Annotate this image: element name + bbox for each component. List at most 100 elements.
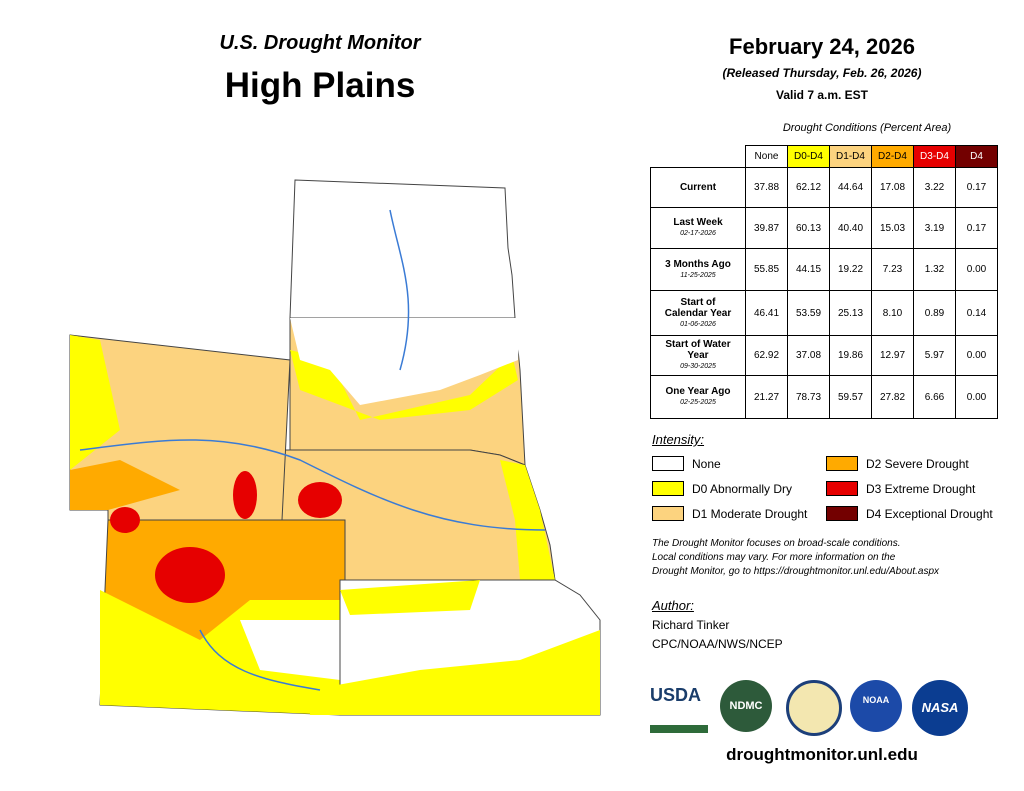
- row-label-text: Current: [679, 182, 717, 193]
- cell: 60.13: [787, 207, 830, 249]
- map: [69, 179, 601, 716]
- legend-label: D2 Severe Drought: [866, 456, 969, 471]
- valid: Valid 7 a.m. EST: [775, 88, 869, 102]
- cell: 17.08: [871, 167, 914, 208]
- table-row: Start of Water Year 09-30-2025 62.92 37.08 1…: [650, 335, 998, 376]
- table-caption: Drought Conditions (Percent Area): [782, 122, 952, 134]
- cell: 5.97: [913, 335, 956, 376]
- ne-d0: [500, 460, 555, 580]
- wy-d0: [70, 335, 120, 470]
- row-label: 3 Months Ago 11-25-2025: [650, 248, 746, 291]
- table-row: Last Week 02-17-2026 39.87 60.13 40.40 15.03 3…: [650, 207, 998, 249]
- cell: 0.89: [913, 290, 956, 336]
- north-dakota: [289, 179, 516, 319]
- cell: 8.10: [871, 290, 914, 336]
- cell: 25.13: [829, 290, 872, 336]
- commerce-seal: [786, 680, 842, 736]
- column-header: D3-D4: [913, 145, 956, 168]
- legend-swatch: [826, 456, 858, 471]
- cell: 59.57: [829, 375, 872, 419]
- legend-label: D0 Abnormally Dry: [692, 481, 793, 496]
- column-header: None: [745, 145, 788, 168]
- cell: 15.03: [871, 207, 914, 249]
- legend-item: D1 Moderate Drought: [652, 506, 807, 521]
- co-none: [240, 620, 340, 680]
- corner: [651, 146, 746, 168]
- legend-item: D0 Abnormally Dry: [652, 481, 792, 496]
- legend-item: D2 Severe Drought: [826, 456, 969, 471]
- cell: 37.08: [787, 335, 830, 376]
- legend-swatch: [652, 481, 684, 496]
- cell: 0.17: [955, 207, 998, 249]
- states: [69, 179, 601, 716]
- ks-d0-n: [340, 580, 480, 615]
- row-label: Start of Calendar Year 01-06-2026: [650, 290, 746, 336]
- logo: USDA: [650, 685, 708, 733]
- row-label-text: 3 Months Ago: [665, 258, 731, 270]
- sd-d0: [290, 350, 518, 420]
- released: (Released Thursday, Feb. 26, 2026): [722, 66, 922, 80]
- legend-label: D1 Moderate Drought: [692, 506, 808, 521]
- table-row: One Year Ago 02-25-2025 21.27 78.73 59.57 27.…: [650, 375, 998, 419]
- table-wrap: None D0-D4 D1-D4 D2-D4 D3-D4 D4 Current 37.88 62…: [650, 145, 998, 419]
- row-label: One Year Ago 02-25-2025: [650, 375, 746, 419]
- table-row: Start of Calendar Year 01-06-2026 46.41 53.…: [650, 290, 998, 336]
- cell: 55.85: [745, 248, 788, 291]
- row-label: Last Week 02-17-2026: [650, 207, 746, 249]
- cell: 0.00: [955, 335, 998, 376]
- cell: 40.40: [829, 207, 872, 249]
- cell: 39.87: [745, 207, 788, 249]
- date: February 24, 2026: [729, 34, 915, 59]
- cell: 0.00: [955, 248, 998, 291]
- author-org: CPC/NOAA/NWS/NCEP: [652, 637, 783, 651]
- row-label-text: Last Week: [673, 217, 723, 228]
- cell: 3.19: [913, 207, 956, 249]
- note-line: Drought Monitor, go to https://droughtmo…: [652, 566, 940, 577]
- row-date: 11-25-2025: [680, 271, 716, 279]
- author-name: Richard Tinker: [652, 618, 730, 632]
- sd-none: [290, 318, 520, 405]
- cell: 0.17: [955, 167, 998, 208]
- table-row: Current 37.88 62.12 44.64 17.08 3.22 0.17: [650, 167, 998, 208]
- logo: NASA: [912, 680, 968, 736]
- header-row: None D0-D4 D1-D4 D2-D4 D3-D4 D4: [651, 145, 998, 168]
- table-row: 3 Months Ago 11-25-2025 55.85 44.15 19.22 7.2…: [650, 248, 998, 291]
- author-label: Author:: [652, 598, 694, 613]
- conditions-table: None D0-D4 D1-D4 D2-D4 D3-D4 D4 Current 37.88 62…: [650, 145, 998, 419]
- cell: 46.41: [745, 290, 788, 336]
- cell: 0.14: [955, 290, 998, 336]
- ks-d0-s: [310, 630, 600, 715]
- row-date: 01-06-2026: [680, 320, 716, 328]
- cell: 44.15: [787, 248, 830, 291]
- legend-item: None: [652, 456, 721, 471]
- url: droughtmonitor.unl.edu: [726, 745, 918, 764]
- legend-label: D3 Extreme Drought: [866, 481, 976, 496]
- d3-areas: [110, 471, 342, 603]
- cell: 0.00: [955, 375, 998, 419]
- legend-label: None: [692, 456, 721, 471]
- cell: 3.22: [913, 167, 956, 208]
- cell: 44.64: [829, 167, 872, 208]
- row-label-text: Start of Water Year: [665, 339, 731, 361]
- note-line: Local conditions may vary. For more info…: [652, 552, 896, 563]
- cell: 27.82: [871, 375, 914, 419]
- row-date: 02-17-2026: [680, 230, 716, 237]
- legend-title: Intensity:: [652, 432, 705, 447]
- legend-swatch: [652, 506, 684, 521]
- cell: 7.23: [871, 248, 914, 291]
- legend-swatch: [826, 506, 858, 521]
- cell: 78.73: [787, 375, 830, 419]
- column-header: D1-D4: [829, 145, 872, 168]
- title: U.S. Drought Monitor: [219, 32, 421, 54]
- cell: 6.66: [913, 375, 956, 419]
- legend-item: D4 Exceptional Drought: [826, 506, 993, 521]
- column-header: D2-D4: [871, 145, 914, 168]
- wy-d2: [70, 460, 180, 510]
- cell: 12.97: [871, 335, 914, 376]
- column-header: D4: [955, 145, 998, 168]
- cell: 21.27: [745, 375, 788, 419]
- cell: 62.92: [745, 335, 788, 376]
- legend-swatch: [826, 481, 858, 496]
- region: High Plains: [224, 66, 416, 105]
